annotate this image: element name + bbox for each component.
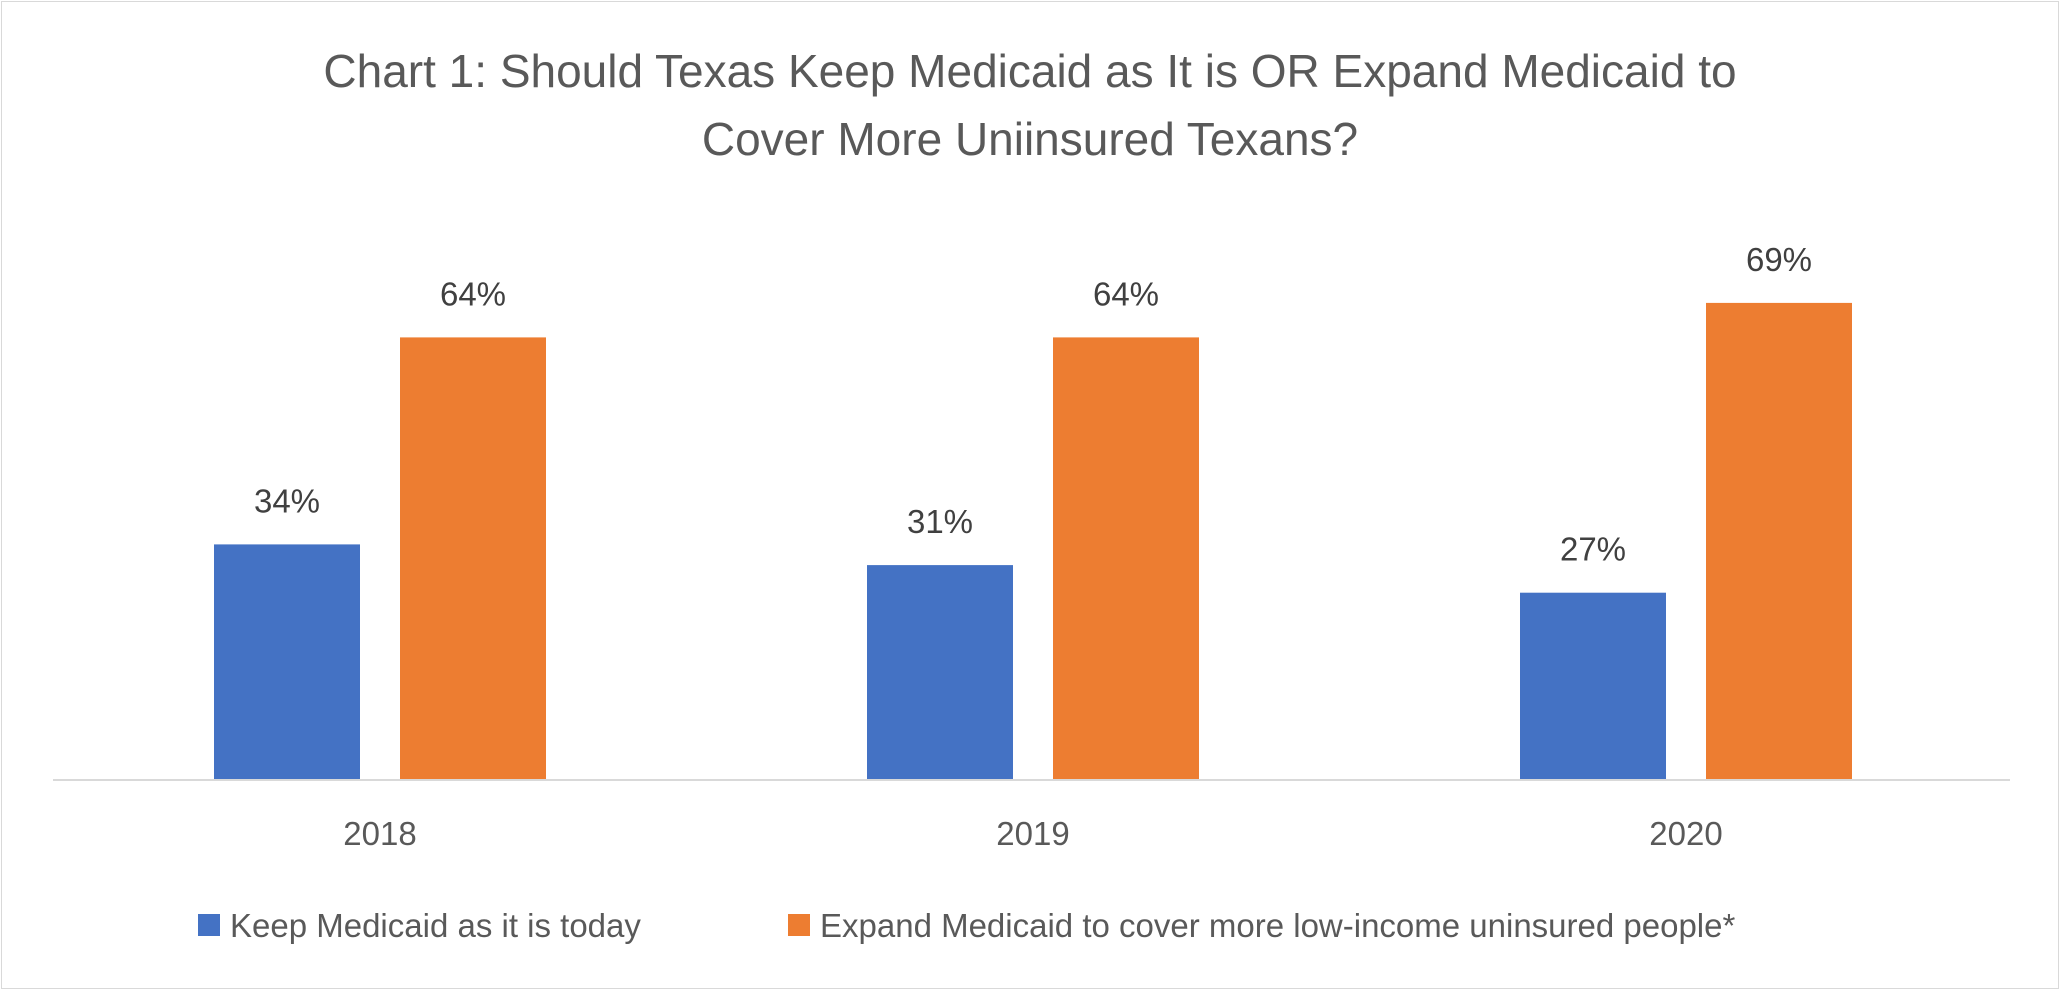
data-label-expand-2019: 64% xyxy=(1093,275,1159,312)
legend-label-keep: Keep Medicaid as it is today xyxy=(230,907,641,944)
data-label-keep-2020: 27% xyxy=(1560,531,1626,568)
bars xyxy=(214,302,1852,779)
legend-swatch-keep xyxy=(198,914,220,936)
legend-label-expand: Expand Medicaid to cover more low-income… xyxy=(820,907,1735,944)
bar-expand-2018 xyxy=(400,337,546,779)
bar-keep-2018 xyxy=(214,544,360,779)
x-tick-label-2020: 2020 xyxy=(1649,815,1722,852)
data-label-expand-2018: 64% xyxy=(440,275,506,312)
data-label-keep-2019: 31% xyxy=(907,503,973,540)
bar-expand-2019 xyxy=(1053,337,1199,779)
bar-keep-2020 xyxy=(1520,592,1666,779)
chart-title-line-1: Chart 1: Should Texas Keep Medicaid as I… xyxy=(323,45,1736,97)
bar-expand-2020 xyxy=(1706,302,1852,779)
data-label-keep-2018: 34% xyxy=(254,482,320,519)
data-label-expand-2020: 69% xyxy=(1746,241,1812,278)
legend-swatch-expand xyxy=(788,914,810,936)
x-axis-tick-labels: 2018 2019 2020 xyxy=(343,815,1722,852)
chart-title: Chart 1: Should Texas Keep Medicaid as I… xyxy=(323,45,1736,165)
x-tick-label-2019: 2019 xyxy=(996,815,1069,852)
bar-keep-2019 xyxy=(867,565,1013,779)
x-tick-label-2018: 2018 xyxy=(343,815,416,852)
chart-title-line-2: Cover More Uniinsured Texans? xyxy=(702,113,1358,165)
data-labels: 34% 31% 27% 64% 64% 69% xyxy=(254,241,1812,568)
legend: Keep Medicaid as it is today Expand Medic… xyxy=(198,907,1735,944)
